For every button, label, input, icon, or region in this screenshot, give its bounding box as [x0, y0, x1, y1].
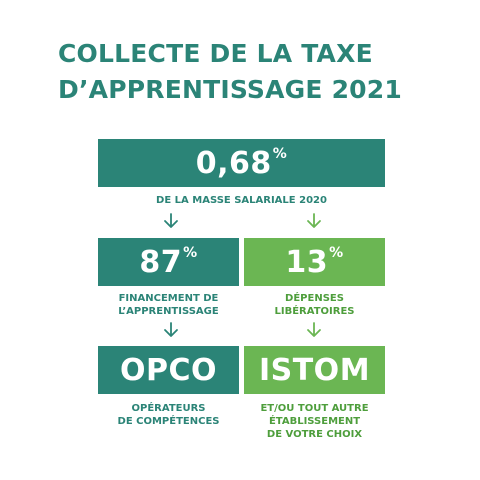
istom-caption-line-1: ET/OU TOUT AUTRE — [260, 403, 369, 414]
apprenticeship-share-value: 87% — [139, 245, 197, 280]
istom-caption: ET/OU TOUT AUTRE ÉTABLISSEMENT DE VOTRE … — [244, 402, 385, 441]
liberatory-share-value: 13% — [285, 245, 343, 280]
title-line-1: COLLECTE DE LA TAXE — [58, 39, 373, 68]
liberatory-share-box: 13% — [244, 238, 385, 286]
apprenticeship-share-box: 87% — [98, 238, 239, 286]
total-rate-caption-text: DE LA MASSE SALARIALE 2020 — [156, 195, 327, 206]
arrow-down-icon — [164, 322, 178, 337]
total-rate-value: 0,68% — [196, 146, 288, 181]
istom-caption-line-3: DE VOTRE CHOIX — [266, 429, 363, 440]
total-rate-box: 0,68% — [98, 139, 385, 187]
liberatory-caption: DÉPENSES LIBÉRATOIRES — [244, 292, 385, 318]
opco-caption: OPÉRATEURS DE COMPÉTENCES — [98, 402, 239, 428]
istom-label: ISTOM — [258, 352, 371, 388]
apprenticeship-caption: FINANCEMENT DE L’APPRENTISSAGE — [98, 292, 239, 318]
istom-box: ISTOM — [244, 346, 385, 394]
arrow-down-icon — [307, 322, 321, 337]
title-line-2: D’APPRENTISSAGE 2021 — [58, 75, 402, 104]
total-rate-unit: % — [272, 145, 288, 162]
liberatory-caption-line-2: LIBÉRATOIRES — [274, 306, 355, 317]
opco-label: OPCO — [119, 352, 217, 388]
istom-caption-line-2: ÉTABLISSEMENT — [268, 416, 361, 427]
page-title: COLLECTE DE LA TAXE D’APPRENTISSAGE 2021 — [58, 36, 458, 108]
apprenticeship-share-number: 87 — [139, 244, 183, 280]
total-rate-number: 0,68 — [195, 145, 272, 181]
opco-caption-line-1: OPÉRATEURS — [131, 403, 206, 414]
opco-caption-line-2: DE COMPÉTENCES — [117, 416, 220, 427]
apprenticeship-share-unit: % — [183, 244, 198, 261]
arrow-down-icon — [164, 213, 178, 228]
total-rate-caption: DE LA MASSE SALARIALE 2020 — [98, 194, 385, 207]
liberatory-caption-line-1: DÉPENSES — [285, 293, 344, 304]
liberatory-share-number: 13 — [285, 244, 329, 280]
arrow-down-icon — [307, 213, 321, 228]
apprenticeship-caption-line-2: L’APPRENTISSAGE — [118, 306, 219, 317]
apprenticeship-caption-line-1: FINANCEMENT DE — [118, 293, 219, 304]
opco-box: OPCO — [98, 346, 239, 394]
liberatory-share-unit: % — [329, 244, 344, 261]
